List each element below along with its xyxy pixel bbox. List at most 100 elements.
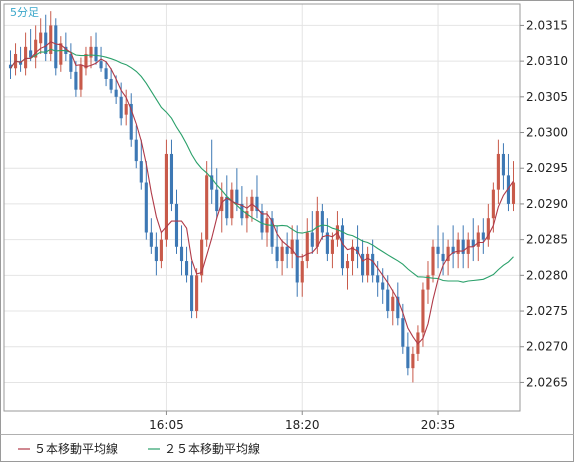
candle-body (290, 239, 294, 254)
candle-body (215, 189, 219, 212)
legend-label: ２５本移動平均線 (164, 441, 260, 456)
candle-body (69, 53, 73, 72)
candle-body (154, 246, 158, 262)
candle-body (456, 239, 460, 254)
candle-body (436, 246, 440, 254)
candle-body (275, 246, 279, 262)
moving-averages (10, 41, 514, 345)
candle-body (49, 25, 53, 54)
candle-body (300, 261, 304, 283)
candle-body (391, 296, 395, 312)
candle-body (356, 246, 360, 254)
candle-body (255, 196, 259, 212)
candle-body (501, 153, 505, 176)
plot-area-border (3, 3, 521, 412)
candle-body (411, 353, 415, 369)
candle-body (99, 61, 103, 69)
candle-body (190, 275, 194, 312)
candle-body (491, 189, 495, 219)
x-tick-label: 18:20 (285, 418, 320, 432)
candle-body (114, 89, 118, 97)
candle-body (345, 261, 350, 269)
candle-body (39, 32, 43, 44)
candle-body (451, 246, 455, 254)
candle-body (350, 246, 355, 262)
candle-body (44, 32, 48, 54)
candle-body (260, 211, 264, 233)
y-tick-label: 2.0305 (526, 90, 568, 104)
candle-body (8, 64, 13, 69)
y-tick-label: 2.0315 (526, 18, 568, 32)
y-tick-label: 2.0290 (526, 197, 568, 211)
candle-body (511, 182, 516, 204)
candle-body (144, 182, 148, 233)
x-axis: 16:05 18:20 20:35 (149, 411, 455, 432)
candle-body (29, 50, 33, 58)
candle-body (24, 46, 28, 69)
candle-body (79, 64, 83, 90)
candle-body (366, 253, 370, 276)
y-tick-label: 2.0310 (526, 54, 568, 68)
candle-body (19, 61, 23, 65)
candle-body (461, 239, 465, 254)
y-tick-label: 2.0275 (526, 304, 568, 318)
candle-body (476, 232, 480, 247)
candle-body (376, 275, 380, 283)
candle-body (245, 211, 249, 219)
candle-body (134, 139, 138, 162)
candle-body (280, 246, 284, 262)
candle-body (179, 246, 184, 262)
y-axis: 2.0315 2.0310 2.0305 2.0300 2.0295 2.0290 2.02… (520, 18, 568, 389)
x-tick-label: 16:05 (149, 418, 184, 432)
candle-body (496, 153, 500, 190)
candle-body (184, 261, 189, 276)
candle-body (159, 239, 163, 262)
candle-body (270, 218, 274, 247)
candle-body (396, 296, 400, 319)
candle-body (174, 203, 179, 247)
candle-body (119, 96, 123, 119)
candle-body (305, 232, 309, 262)
candle-body (310, 232, 314, 247)
candle-body (240, 203, 244, 219)
candle-body (371, 253, 375, 276)
candle-body (169, 153, 174, 204)
y-tick-label: 2.0295 (526, 161, 568, 175)
timeframe-label: 5分足 (10, 6, 39, 19)
candle-body (94, 46, 98, 62)
x-tick-label: 20:35 (421, 418, 456, 432)
candle-body (431, 246, 435, 276)
candle-body (295, 239, 299, 283)
candle-body (481, 232, 485, 240)
candle-body (164, 153, 168, 240)
candle-body (210, 175, 214, 190)
legend-label: ５本移動平均線 (34, 441, 118, 456)
candle-body (124, 103, 128, 115)
candle-body (446, 246, 450, 262)
candle-body (315, 211, 319, 247)
candle-body (401, 318, 405, 347)
legend: ５本移動平均線 ２５本移動平均線 (18, 441, 260, 456)
candle-body (230, 189, 234, 219)
candle-body (59, 43, 63, 65)
candle-body (426, 275, 430, 290)
candle-body (340, 225, 345, 269)
y-tick-label: 2.0270 (526, 340, 568, 354)
candle-body (225, 196, 229, 219)
candle-body (330, 239, 334, 254)
candle-body (74, 71, 78, 90)
candle-body (235, 189, 239, 204)
grid (4, 4, 520, 411)
y-tick-label: 2.0300 (526, 126, 568, 140)
candle-body (149, 232, 153, 247)
candle-body (506, 175, 511, 204)
ma5-line (10, 41, 514, 345)
candle-body (471, 239, 475, 247)
candle-body (195, 275, 199, 312)
y-tick-label: 2.0285 (526, 233, 568, 247)
candle-body (89, 46, 93, 58)
candle-body (441, 253, 445, 262)
candle-body (104, 68, 108, 79)
